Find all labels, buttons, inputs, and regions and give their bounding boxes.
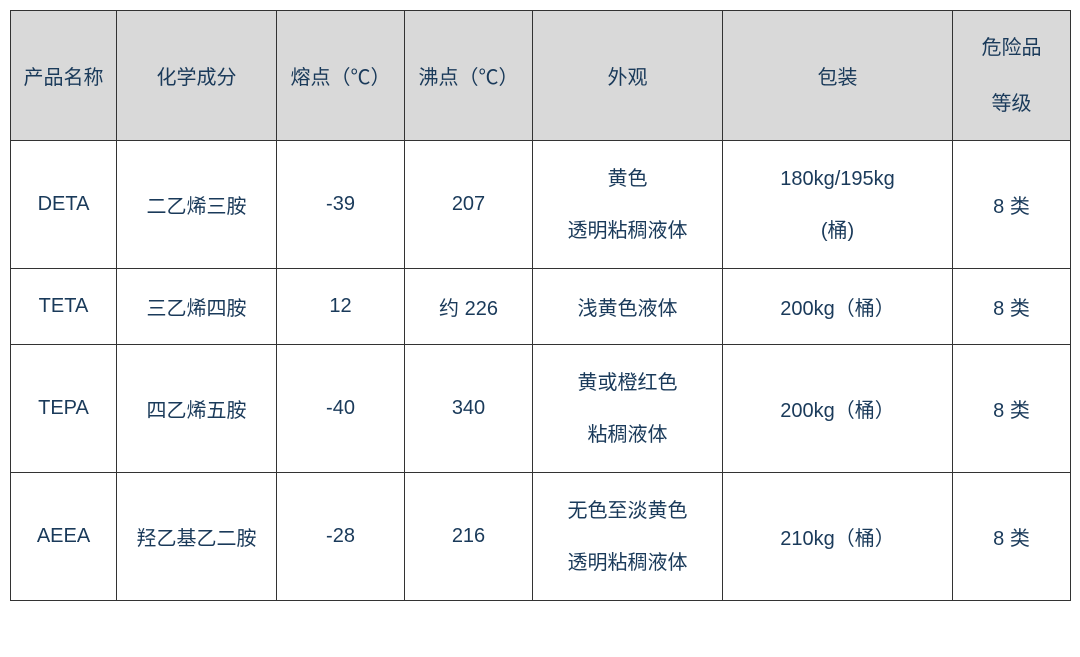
cell-appearance: 黄色 透明粘稠液体 <box>533 141 723 269</box>
cell-appearance-line1: 黄色 <box>608 168 648 190</box>
cell-hazard-class: 8 类 <box>953 141 1071 269</box>
header-melting-point: 熔点（℃） <box>277 11 405 141</box>
cell-hazard-class: 8 类 <box>953 345 1071 473</box>
cell-packaging: 210kg（桶） <box>723 473 953 601</box>
cell-appearance-line1: 无色至淡黄色 <box>568 500 688 522</box>
cell-boiling-point: 约 226 <box>405 269 533 345</box>
header-packaging: 包装 <box>723 11 953 141</box>
cell-packaging-line2: (桶) <box>821 220 854 242</box>
table-header: 产品名称 化学成分 熔点（℃） 沸点（℃） 外观 包装 危险品 等级 <box>11 11 1071 141</box>
header-row: 产品名称 化学成分 熔点（℃） 沸点（℃） 外观 包装 危险品 等级 <box>11 11 1071 141</box>
cell-melting-point: -40 <box>277 345 405 473</box>
table-row: AEEA 羟乙基乙二胺 -28 216 无色至淡黄色 透明粘稠液体 210kg（… <box>11 473 1071 601</box>
table-row: TETA 三乙烯四胺 12 约 226 浅黄色液体 200kg（桶） 8 类 <box>11 269 1071 345</box>
header-hazard-line2: 等级 <box>992 93 1032 115</box>
cell-appearance-line2: 粘稠液体 <box>588 424 668 446</box>
cell-appearance-line1: 黄或橙红色 <box>578 372 678 394</box>
table-body: DETA 二乙烯三胺 -39 207 黄色 透明粘稠液体 180kg/195kg… <box>11 141 1071 601</box>
cell-packaging: 180kg/195kg (桶) <box>723 141 953 269</box>
cell-melting-point: 12 <box>277 269 405 345</box>
cell-chemical-composition: 羟乙基乙二胺 <box>117 473 277 601</box>
chemical-products-table: 产品名称 化学成分 熔点（℃） 沸点（℃） 外观 包装 危险品 等级 DETA … <box>10 10 1071 601</box>
cell-product-name: TEPA <box>11 345 117 473</box>
cell-product-name: TETA <box>11 269 117 345</box>
cell-appearance: 无色至淡黄色 透明粘稠液体 <box>533 473 723 601</box>
cell-melting-point: -39 <box>277 141 405 269</box>
cell-boiling-point: 216 <box>405 473 533 601</box>
header-boiling-point: 沸点（℃） <box>405 11 533 141</box>
cell-appearance-line2: 透明粘稠液体 <box>568 220 688 242</box>
chemical-products-table-wrapper: 产品名称 化学成分 熔点（℃） 沸点（℃） 外观 包装 危险品 等级 DETA … <box>10 10 1070 601</box>
header-hazard-class: 危险品 等级 <box>953 11 1071 141</box>
cell-hazard-class: 8 类 <box>953 269 1071 345</box>
cell-chemical-composition: 四乙烯五胺 <box>117 345 277 473</box>
table-row: TEPA 四乙烯五胺 -40 340 黄或橙红色 粘稠液体 200kg（桶） 8… <box>11 345 1071 473</box>
cell-product-name: DETA <box>11 141 117 269</box>
cell-boiling-point: 207 <box>405 141 533 269</box>
header-hazard-line1: 危险品 <box>982 37 1042 59</box>
cell-packaging: 200kg（桶） <box>723 345 953 473</box>
cell-appearance: 浅黄色液体 <box>533 269 723 345</box>
cell-product-name: AEEA <box>11 473 117 601</box>
cell-appearance-line2: 透明粘稠液体 <box>568 552 688 574</box>
cell-packaging: 200kg（桶） <box>723 269 953 345</box>
cell-packaging-line1: 180kg/195kg <box>780 168 895 190</box>
cell-melting-point: -28 <box>277 473 405 601</box>
cell-boiling-point: 340 <box>405 345 533 473</box>
header-product-name: 产品名称 <box>11 11 117 141</box>
cell-chemical-composition: 三乙烯四胺 <box>117 269 277 345</box>
table-row: DETA 二乙烯三胺 -39 207 黄色 透明粘稠液体 180kg/195kg… <box>11 141 1071 269</box>
cell-chemical-composition: 二乙烯三胺 <box>117 141 277 269</box>
header-appearance: 外观 <box>533 11 723 141</box>
cell-hazard-class: 8 类 <box>953 473 1071 601</box>
header-chemical-composition: 化学成分 <box>117 11 277 141</box>
cell-appearance: 黄或橙红色 粘稠液体 <box>533 345 723 473</box>
